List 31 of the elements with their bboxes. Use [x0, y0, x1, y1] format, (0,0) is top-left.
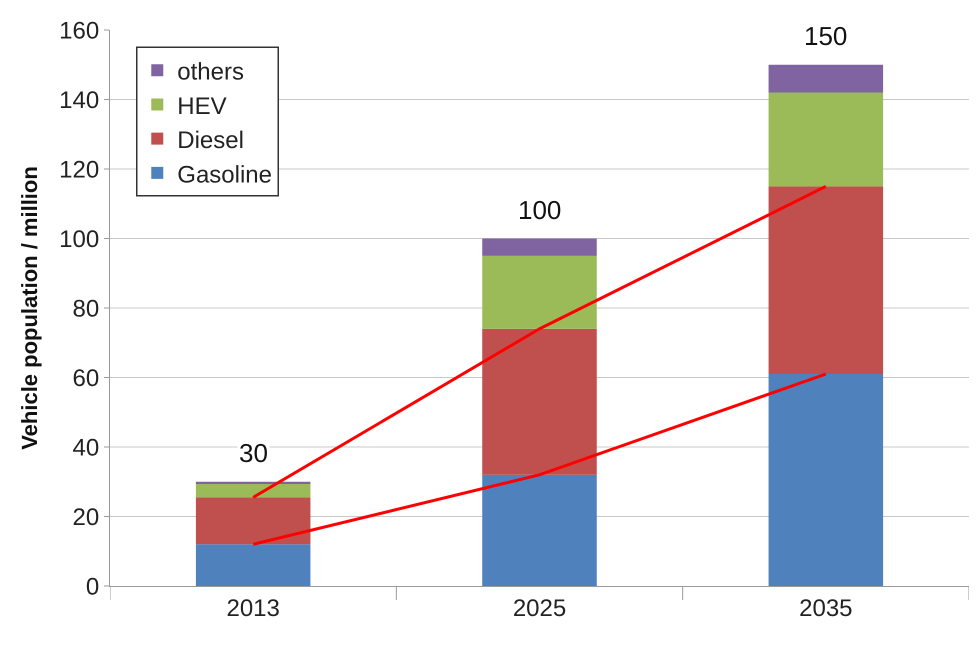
total-label: 30: [239, 438, 268, 468]
total-label: 150: [804, 21, 848, 51]
x-tick-label: 2035: [799, 594, 853, 622]
y-tick-label: 80: [72, 295, 100, 322]
legend-label: Gasoline: [177, 161, 272, 188]
legend-label: Diesel: [177, 127, 244, 154]
bar: [768, 374, 884, 586]
bar: [196, 497, 310, 544]
y-tick-label: 40: [72, 434, 100, 462]
bar: [768, 64, 884, 93]
x-tick-label: 2025: [512, 594, 566, 622]
y-tick-label: 120: [59, 156, 100, 184]
legend-label: HEV: [177, 92, 227, 120]
bar: [482, 328, 597, 475]
bar: [482, 238, 597, 256]
bar: [768, 186, 884, 374]
bar: [768, 92, 884, 186]
bar: [482, 474, 597, 586]
y-axis-title: Vehicle population / million: [16, 166, 42, 450]
y-tick-label: 0: [86, 573, 100, 600]
y-tick-label: 140: [59, 86, 100, 114]
y-tick-label: 160: [59, 17, 100, 44]
total-label: 100: [518, 195, 562, 225]
y-tick-label: 60: [72, 364, 100, 392]
legend-label: others: [177, 58, 244, 86]
bar: [482, 256, 597, 329]
y-tick-label: 20: [72, 504, 100, 531]
bar: [196, 544, 310, 586]
bar: [196, 483, 310, 498]
x-tick-label: 2013: [226, 594, 280, 622]
y-tick-label: 100: [59, 226, 100, 253]
